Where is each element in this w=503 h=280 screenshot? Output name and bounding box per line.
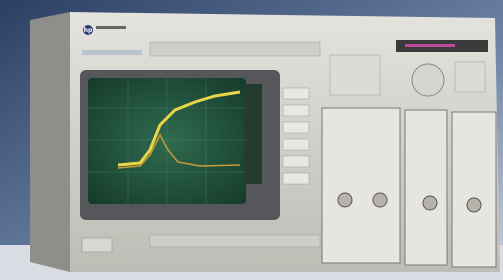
soft-key — [283, 156, 309, 167]
connector — [423, 196, 437, 210]
soft-key — [283, 105, 309, 116]
key-block — [330, 55, 380, 95]
logo: hp — [84, 27, 93, 34]
screen-menu — [244, 84, 262, 184]
disk — [405, 44, 455, 47]
photo: hp — [0, 0, 503, 280]
power-button — [82, 238, 112, 252]
module — [322, 108, 400, 263]
modules — [322, 108, 496, 267]
key-block — [455, 62, 485, 92]
connector — [373, 193, 387, 207]
page: {"logo": "hp"} hp — [0, 0, 503, 280]
soft-key — [283, 173, 309, 184]
bottom-buttons — [150, 235, 320, 247]
knob — [412, 64, 444, 96]
soft-key — [283, 122, 309, 133]
button-strip — [150, 42, 320, 56]
model-plate — [96, 26, 126, 29]
connector — [338, 193, 352, 207]
label-strip — [82, 50, 142, 55]
connector — [467, 198, 481, 212]
soft-key — [283, 88, 309, 99]
module — [405, 110, 447, 265]
instrument-side — [30, 12, 70, 272]
soft-key — [283, 139, 309, 150]
module — [452, 112, 496, 267]
